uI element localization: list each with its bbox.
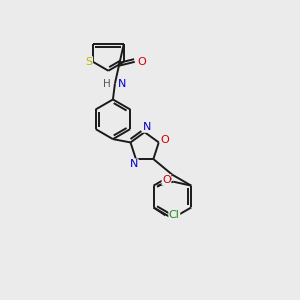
Text: N: N [130, 159, 138, 169]
Text: O: O [162, 175, 171, 185]
Text: N: N [118, 79, 126, 88]
Text: N: N [142, 122, 151, 132]
Text: H: H [103, 79, 111, 88]
Text: Cl: Cl [169, 210, 180, 220]
Text: O: O [137, 57, 146, 67]
Text: S: S [85, 57, 92, 67]
Text: O: O [160, 136, 169, 146]
